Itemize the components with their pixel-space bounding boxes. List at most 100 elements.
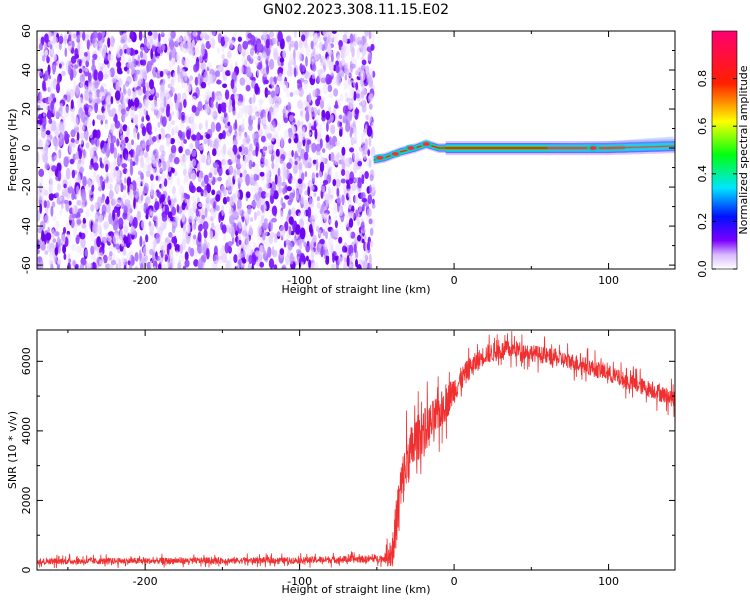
noise-blob: [336, 187, 340, 197]
noise-blob: [338, 236, 343, 244]
noise-blob: [107, 133, 112, 145]
noise-blob: [235, 186, 239, 196]
noise-blob: [347, 77, 352, 86]
noise-blob: [112, 170, 118, 179]
noise-blob: [227, 176, 232, 187]
noise-blob: [149, 231, 154, 236]
noise-blob: [263, 250, 267, 260]
noise-blob: [324, 193, 330, 206]
noise-blob: [252, 133, 256, 140]
noise-blob: [189, 75, 193, 82]
noise-blob: [44, 43, 47, 49]
noise-blob: [206, 247, 210, 260]
noise-blob: [250, 187, 254, 193]
noise-blob: [99, 160, 103, 168]
noise-blob: [210, 121, 216, 133]
noise-blob: [96, 236, 101, 248]
noise-blob: [58, 121, 65, 130]
noise-blob: [249, 143, 253, 153]
noise-blob: [170, 46, 177, 59]
noise-blob: [300, 194, 304, 205]
noise-blob: [197, 258, 204, 269]
noise-blob: [332, 179, 337, 187]
noise-blob: [255, 250, 260, 257]
noise-blob: [361, 238, 365, 244]
noise-blob: [241, 56, 247, 66]
noise-blob: [120, 239, 125, 247]
noise-blob: [276, 230, 282, 237]
noise-blob: [197, 73, 201, 80]
noise-blob: [51, 156, 56, 162]
noise-blob: [222, 83, 228, 89]
noise-blob: [128, 57, 132, 67]
noise-blob: [274, 102, 280, 113]
noise-blob: [244, 216, 249, 228]
noise-blob: [297, 130, 303, 142]
noise-blob: [100, 175, 103, 187]
noise-blob: [295, 224, 301, 235]
noise-blob: [284, 221, 289, 232]
noise-blob: [298, 212, 302, 218]
noise-blob: [298, 238, 303, 250]
noise-blob: [338, 210, 343, 217]
noise-blob: [274, 174, 278, 185]
noise-blob: [114, 90, 121, 101]
noise-blob: [51, 93, 56, 99]
noise-blob: [168, 199, 172, 206]
noise-blob: [50, 205, 54, 217]
noise-blob: [204, 64, 208, 72]
noise-blob: [271, 120, 276, 126]
noise-blob: [107, 264, 114, 269]
noise-blob: [156, 46, 162, 54]
noise-blob: [304, 229, 309, 239]
noise-blob: [280, 136, 284, 148]
noise-blob: [155, 157, 160, 169]
noise-blob: [270, 187, 275, 197]
noise-blob: [41, 229, 45, 242]
noise-blob: [168, 242, 172, 250]
noise-blob: [280, 148, 285, 154]
noise-blob: [252, 106, 258, 114]
noise-blob: [166, 103, 171, 112]
noise-blob: [254, 83, 259, 95]
noise-blob: [320, 57, 323, 63]
noise-blob: [234, 61, 238, 68]
noise-blob: [253, 242, 257, 249]
noise-blob: [350, 54, 355, 66]
noise-blob: [115, 262, 119, 269]
noise-blob: [184, 175, 189, 183]
noise-blob: [55, 220, 60, 230]
noise-blob: [127, 88, 132, 97]
noise-blob: [291, 207, 296, 216]
noise-blob: [58, 63, 62, 69]
noise-blob: [95, 226, 98, 235]
noise-blob: [208, 230, 214, 239]
noise-blob: [339, 93, 344, 102]
noise-blob: [80, 111, 86, 123]
noise-blob: [99, 91, 105, 101]
noise-blob: [361, 174, 365, 185]
noise-blob: [122, 84, 126, 94]
noise-blob: [293, 49, 296, 60]
noise-blob: [233, 222, 236, 228]
noise-blob: [44, 70, 49, 79]
noise-blob: [116, 66, 122, 74]
noise-blob: [316, 75, 320, 83]
noise-blob: [157, 121, 161, 128]
noise-blob: [49, 44, 53, 50]
noise-blob: [275, 156, 280, 168]
noise-blob: [303, 241, 307, 248]
noise-blob: [104, 123, 109, 130]
noise-blob: [308, 92, 312, 104]
noise-blob: [342, 161, 346, 170]
noise-blob: [54, 246, 59, 256]
y-tick-label: -20: [20, 178, 33, 196]
noise-blob: [38, 124, 43, 131]
y-tick-label: 6000: [20, 347, 33, 375]
noise-blob: [255, 145, 259, 157]
noise-blob: [47, 242, 52, 252]
noise-blob: [100, 197, 105, 204]
noise-blob: [260, 209, 266, 218]
noise-blob: [269, 58, 275, 70]
noise-blob: [145, 156, 151, 164]
